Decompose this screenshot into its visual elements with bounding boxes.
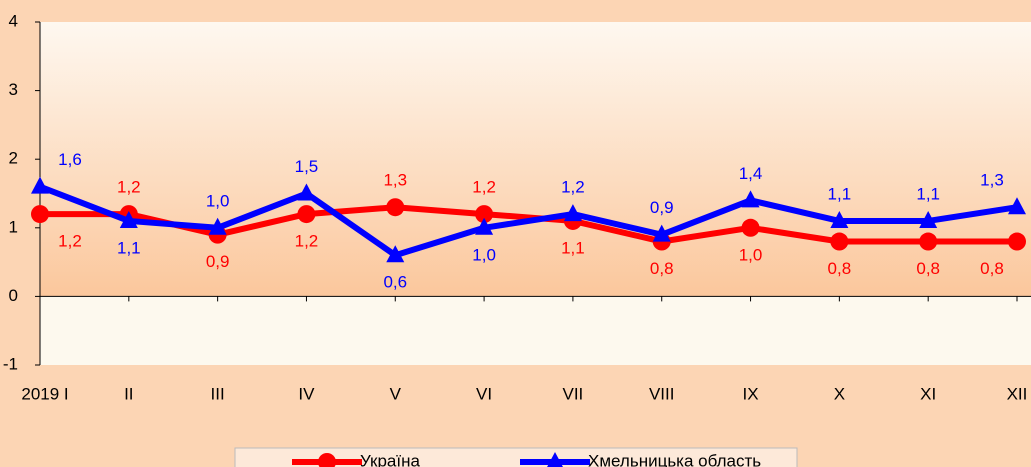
data-label: 1,2 <box>295 232 319 251</box>
data-point <box>563 204 582 222</box>
x-tick-label: VI <box>476 384 492 403</box>
data-point <box>1008 232 1026 251</box>
data-label: 1,6 <box>58 150 82 169</box>
data-point <box>652 224 671 242</box>
data-label: 1,2 <box>472 178 496 197</box>
data-label: 1,4 <box>739 164 763 183</box>
y-tick-label: 3 <box>9 80 18 99</box>
x-tick-label: II <box>124 384 133 403</box>
data-point <box>119 210 138 228</box>
data-point <box>31 205 49 224</box>
data-label: 0,6 <box>383 273 407 292</box>
data-label: 1,5 <box>295 157 319 176</box>
data-point <box>1008 197 1026 215</box>
data-point <box>830 210 849 228</box>
data-point <box>830 232 849 251</box>
legend-marker <box>318 453 336 467</box>
data-label: 0,9 <box>206 252 230 271</box>
data-label: 1,1 <box>561 238 585 257</box>
data-point <box>386 245 405 263</box>
data-point <box>741 190 760 208</box>
legend-label: Хмельницька область <box>588 451 761 467</box>
data-label: 1,3 <box>383 171 407 190</box>
data-point <box>208 217 227 235</box>
x-tick-label: XI <box>920 384 936 403</box>
legend-box <box>234 447 798 467</box>
data-point <box>741 218 760 237</box>
legend-label: Україна <box>360 451 420 467</box>
x-tick-label: V <box>390 384 402 403</box>
data-label: 1,2 <box>58 232 82 251</box>
y-tick-label: 1 <box>9 217 18 236</box>
data-label: 1,2 <box>117 178 141 197</box>
y-tick-label: -1 <box>3 354 18 373</box>
series-line <box>40 204 1017 245</box>
y-tick-label: 0 <box>9 286 18 305</box>
data-point <box>297 205 316 224</box>
data-point <box>919 210 938 228</box>
plot-area <box>40 22 1031 365</box>
data-label: 0,8 <box>828 259 852 278</box>
data-label: 0,8 <box>916 259 940 278</box>
data-label: 0,9 <box>650 198 674 217</box>
x-tick-label: 2019 I <box>21 384 68 403</box>
data-point <box>31 176 49 194</box>
data-label: 1,1 <box>828 184 852 203</box>
y-tick-label: 4 <box>9 11 18 30</box>
data-point <box>475 217 494 235</box>
data-point <box>386 198 405 217</box>
x-tick-label: IV <box>298 384 315 403</box>
x-tick-label: IX <box>743 384 759 403</box>
data-label: 1,2 <box>561 178 585 197</box>
x-tick-label: X <box>834 384 845 403</box>
data-label: 1,0 <box>206 191 230 210</box>
y-tick-label: 2 <box>9 149 18 168</box>
data-label: 1,0 <box>472 245 496 264</box>
x-tick-label: VII <box>563 384 584 403</box>
data-label: 0,8 <box>650 259 674 278</box>
x-tick-label: XII <box>1007 384 1028 403</box>
data-point <box>475 205 494 224</box>
data-label: 1,1 <box>916 184 940 203</box>
data-label: 1,3 <box>980 171 1004 190</box>
x-tick-label: VIII <box>649 384 675 403</box>
data-label: 0,8 <box>980 259 1004 278</box>
data-point <box>919 232 938 251</box>
legend-marker <box>547 452 563 467</box>
data-label: 1,0 <box>739 245 763 264</box>
data-point <box>297 183 316 201</box>
x-tick-label: III <box>211 384 225 403</box>
data-label: 1,1 <box>117 238 141 257</box>
series-line <box>38 183 1018 259</box>
